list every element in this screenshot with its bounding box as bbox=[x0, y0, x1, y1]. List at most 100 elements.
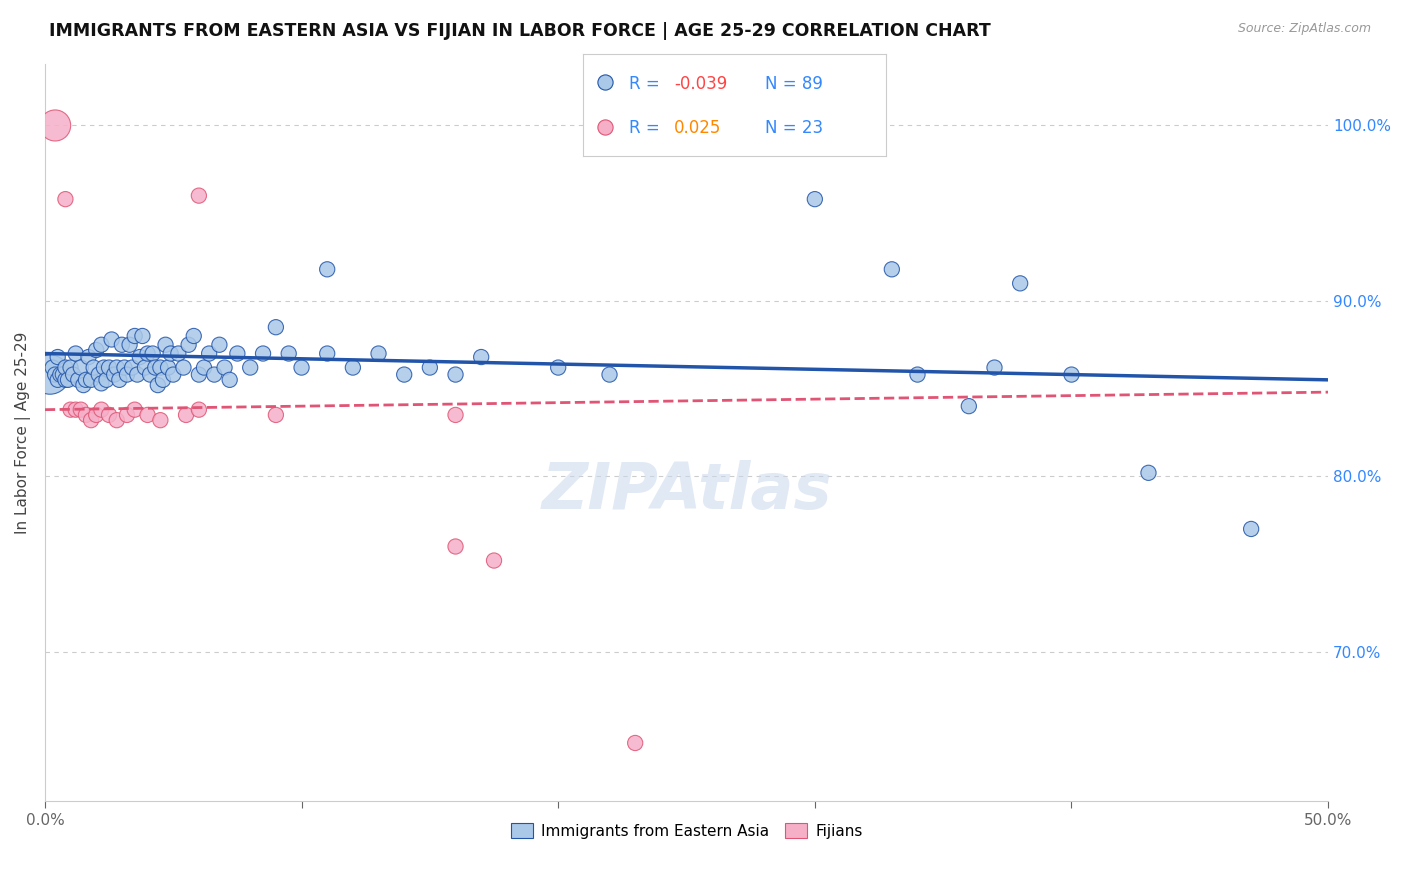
Point bbox=[59, 402, 82, 417]
Point bbox=[444, 408, 467, 422]
Point bbox=[1060, 368, 1083, 382]
Point bbox=[56, 373, 79, 387]
Point bbox=[96, 373, 118, 387]
Point bbox=[46, 350, 69, 364]
Point bbox=[264, 320, 287, 334]
Point bbox=[72, 378, 94, 392]
Point bbox=[202, 368, 225, 382]
Point bbox=[127, 368, 149, 382]
Point bbox=[316, 346, 339, 360]
Point bbox=[65, 402, 87, 417]
Point bbox=[55, 192, 77, 206]
Point bbox=[84, 343, 107, 357]
Point bbox=[139, 368, 162, 382]
Point bbox=[444, 540, 467, 554]
Point bbox=[108, 373, 131, 387]
Point bbox=[187, 368, 209, 382]
Point bbox=[218, 373, 240, 387]
Text: R =: R = bbox=[628, 75, 665, 94]
Point bbox=[87, 368, 110, 382]
Point bbox=[83, 360, 105, 375]
Point bbox=[1010, 277, 1032, 291]
Point bbox=[41, 360, 63, 375]
Point bbox=[46, 373, 69, 387]
Text: N = 89: N = 89 bbox=[765, 75, 823, 94]
Point bbox=[115, 408, 138, 422]
Point bbox=[52, 368, 75, 382]
Point bbox=[134, 360, 156, 375]
Point bbox=[67, 373, 90, 387]
Point bbox=[69, 360, 91, 375]
Point bbox=[49, 368, 72, 382]
Point bbox=[957, 399, 980, 413]
Point bbox=[136, 408, 159, 422]
Point bbox=[65, 346, 87, 360]
Point bbox=[880, 262, 903, 277]
Point bbox=[90, 376, 112, 391]
Point bbox=[172, 360, 194, 375]
Point bbox=[157, 360, 180, 375]
Point bbox=[804, 192, 827, 206]
Point bbox=[69, 402, 91, 417]
Point bbox=[599, 368, 621, 382]
Point bbox=[103, 368, 125, 382]
Point bbox=[1137, 466, 1160, 480]
Legend: Immigrants from Eastern Asia, Fijians: Immigrants from Eastern Asia, Fijians bbox=[505, 816, 869, 845]
Point bbox=[84, 408, 107, 422]
Point bbox=[1240, 522, 1263, 536]
Text: -0.039: -0.039 bbox=[675, 75, 727, 94]
Point bbox=[444, 368, 467, 382]
Point bbox=[174, 408, 197, 422]
Point bbox=[419, 360, 441, 375]
Point bbox=[392, 368, 415, 382]
Point bbox=[316, 262, 339, 277]
Point bbox=[159, 346, 181, 360]
Point bbox=[80, 373, 103, 387]
Point bbox=[214, 360, 236, 375]
Point bbox=[593, 120, 616, 135]
Point bbox=[100, 333, 122, 347]
Point bbox=[162, 368, 184, 382]
Point bbox=[187, 188, 209, 202]
Point bbox=[198, 346, 221, 360]
Text: 0.025: 0.025 bbox=[675, 120, 721, 137]
Point bbox=[167, 346, 190, 360]
Point bbox=[75, 373, 97, 387]
Point bbox=[193, 360, 215, 375]
Text: IMMIGRANTS FROM EASTERN ASIA VS FIJIAN IN LABOR FORCE | AGE 25-29 CORRELATION CH: IMMIGRANTS FROM EASTERN ASIA VS FIJIAN I… bbox=[49, 22, 991, 40]
Point bbox=[131, 329, 153, 343]
Point bbox=[44, 119, 66, 133]
Text: R =: R = bbox=[628, 120, 671, 137]
Point bbox=[98, 360, 121, 375]
Point bbox=[177, 337, 200, 351]
Point bbox=[907, 368, 929, 382]
Point bbox=[39, 368, 62, 382]
Point bbox=[226, 346, 249, 360]
Point bbox=[105, 360, 128, 375]
Point bbox=[93, 360, 115, 375]
Point bbox=[342, 360, 364, 375]
Point bbox=[290, 360, 312, 375]
Point bbox=[90, 402, 112, 417]
Point bbox=[105, 413, 128, 427]
Point bbox=[59, 360, 82, 375]
Point bbox=[44, 368, 66, 382]
Point bbox=[264, 408, 287, 422]
Point bbox=[75, 408, 97, 422]
Point bbox=[277, 346, 299, 360]
Point bbox=[146, 378, 169, 392]
Point bbox=[124, 402, 146, 417]
Text: N = 23: N = 23 bbox=[765, 120, 823, 137]
Point bbox=[252, 346, 274, 360]
Point bbox=[143, 360, 166, 375]
Text: Source: ZipAtlas.com: Source: ZipAtlas.com bbox=[1237, 22, 1371, 36]
Point bbox=[149, 360, 172, 375]
Point bbox=[55, 360, 77, 375]
Point bbox=[142, 346, 165, 360]
Point bbox=[593, 75, 616, 89]
Point bbox=[118, 337, 141, 351]
Point bbox=[367, 346, 389, 360]
Point bbox=[149, 413, 172, 427]
Point bbox=[482, 553, 505, 567]
Point bbox=[183, 329, 205, 343]
